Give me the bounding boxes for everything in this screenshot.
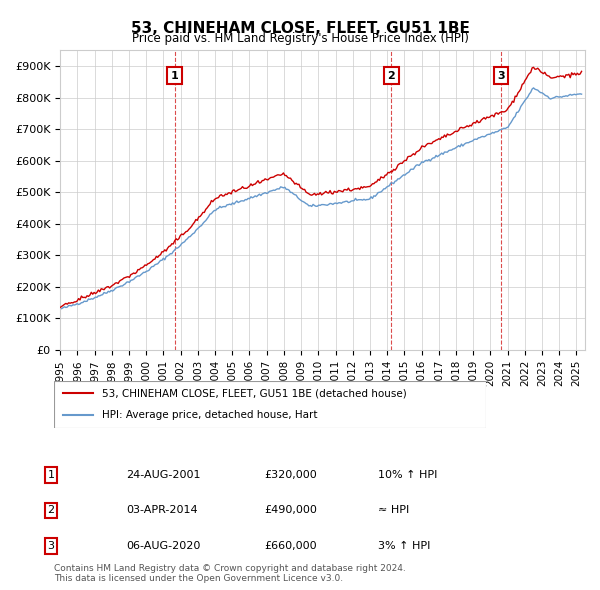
Text: 53, CHINEHAM CLOSE, FLEET, GU51 1BE: 53, CHINEHAM CLOSE, FLEET, GU51 1BE: [131, 21, 469, 35]
Text: £490,000: £490,000: [264, 506, 317, 515]
Text: £660,000: £660,000: [264, 541, 317, 550]
Text: 1: 1: [47, 470, 55, 480]
FancyBboxPatch shape: [54, 381, 486, 428]
Text: 3% ↑ HPI: 3% ↑ HPI: [378, 541, 430, 550]
Text: 2: 2: [47, 506, 55, 515]
Text: £320,000: £320,000: [264, 470, 317, 480]
Text: 53, CHINEHAM CLOSE, FLEET, GU51 1BE (detached house): 53, CHINEHAM CLOSE, FLEET, GU51 1BE (det…: [101, 388, 406, 398]
Text: Contains HM Land Registry data © Crown copyright and database right 2024.
This d: Contains HM Land Registry data © Crown c…: [54, 563, 406, 583]
Text: 10% ↑ HPI: 10% ↑ HPI: [378, 470, 437, 480]
Text: 1: 1: [171, 71, 179, 81]
Text: 06-AUG-2020: 06-AUG-2020: [126, 541, 200, 550]
Text: 3: 3: [47, 541, 55, 550]
Text: ≈ HPI: ≈ HPI: [378, 506, 409, 515]
Text: 03-APR-2014: 03-APR-2014: [126, 506, 197, 515]
Text: 3: 3: [497, 71, 505, 81]
Text: 2: 2: [388, 71, 395, 81]
Text: Price paid vs. HM Land Registry's House Price Index (HPI): Price paid vs. HM Land Registry's House …: [131, 32, 469, 45]
Text: HPI: Average price, detached house, Hart: HPI: Average price, detached house, Hart: [101, 409, 317, 419]
Text: 24-AUG-2001: 24-AUG-2001: [126, 470, 200, 480]
